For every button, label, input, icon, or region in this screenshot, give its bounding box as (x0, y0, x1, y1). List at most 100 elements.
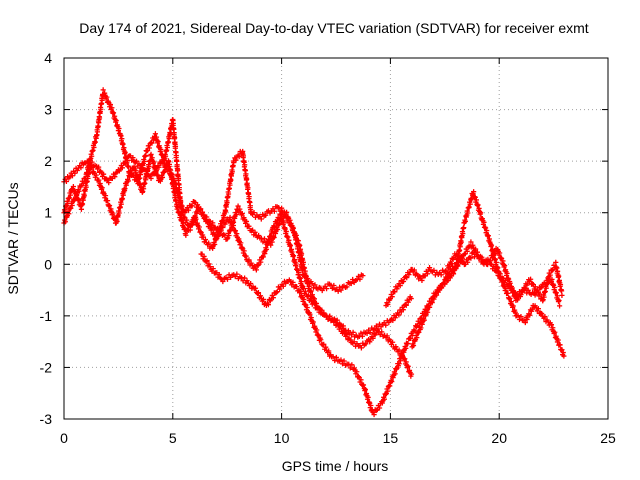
data-point (424, 309, 431, 315)
data-point (358, 345, 364, 351)
data-point (166, 166, 172, 172)
data-point (251, 210, 257, 216)
data-point (106, 180, 112, 186)
data-point (464, 248, 470, 254)
data-point (243, 253, 249, 259)
data-point (344, 284, 350, 290)
data-point (116, 125, 122, 132)
data-point (349, 362, 355, 368)
data-point (308, 315, 314, 321)
data-point (518, 313, 524, 320)
data-point (246, 194, 252, 200)
data-point (152, 131, 158, 137)
data-point (338, 357, 344, 363)
data-point (438, 272, 444, 278)
data-point (405, 299, 411, 305)
data-point (297, 242, 303, 248)
data-point (87, 162, 94, 168)
data-point (305, 281, 311, 287)
data-point (303, 273, 309, 279)
data-point (444, 276, 450, 282)
data-point (541, 294, 547, 300)
data-point (556, 297, 562, 304)
data-point (155, 138, 161, 145)
data-point (83, 184, 89, 190)
data-point (272, 230, 279, 237)
data-point (448, 268, 454, 274)
data-point (122, 185, 128, 192)
y-tick-label: 4 (44, 50, 52, 66)
data-point (174, 201, 180, 207)
data-point (532, 284, 538, 290)
series-trace-1 (61, 87, 366, 294)
data-point (100, 87, 106, 93)
data-point (508, 283, 514, 290)
data-point (412, 328, 418, 334)
data-point (488, 242, 495, 248)
y-tick-label: -2 (40, 359, 53, 375)
data-point (503, 285, 509, 292)
data-point (408, 371, 415, 377)
data-point (499, 278, 506, 284)
data-point (350, 329, 356, 335)
y-tick-label: 3 (44, 102, 52, 118)
data-point (505, 290, 511, 296)
data-point (84, 178, 90, 184)
data-point (338, 322, 344, 328)
data-point (125, 178, 131, 184)
data-point (460, 231, 466, 237)
data-point (529, 281, 536, 287)
data-point (212, 224, 218, 231)
data-point (148, 151, 154, 157)
data-point (102, 193, 109, 199)
data-point (169, 171, 175, 177)
data-point (119, 196, 126, 202)
data-point (302, 301, 308, 307)
data-point (257, 293, 264, 299)
data-point (510, 303, 516, 309)
series-trace-2 (61, 151, 415, 379)
data-point (554, 265, 560, 271)
data-point (468, 239, 474, 245)
data-point (210, 245, 216, 251)
data-point (487, 258, 494, 264)
data-point (421, 317, 427, 323)
data-point (293, 261, 299, 267)
data-point (103, 176, 110, 182)
data-point (542, 288, 548, 295)
data-point (555, 337, 561, 343)
data-point (438, 285, 445, 291)
data-point (295, 238, 301, 244)
data-point (355, 273, 362, 279)
data-point (252, 285, 259, 291)
x-tick-label: 15 (383, 430, 399, 446)
data-point (290, 224, 296, 231)
data-point (119, 165, 125, 171)
data-point (277, 286, 283, 292)
data-point (138, 162, 144, 169)
data-point (288, 220, 294, 226)
data-point (318, 337, 324, 343)
data-point (220, 278, 226, 285)
data-point (125, 164, 132, 170)
data-point (229, 169, 235, 175)
data-point (244, 278, 250, 284)
data-point (478, 210, 484, 216)
data-point (341, 358, 347, 364)
data-point (285, 234, 291, 240)
data-point (281, 220, 287, 226)
data-point (293, 284, 300, 290)
data-point (549, 267, 555, 274)
data-point (481, 219, 487, 225)
data-point (297, 275, 303, 281)
data-point (542, 313, 548, 320)
grid (64, 58, 608, 419)
data-point (429, 300, 435, 306)
data-point (426, 265, 433, 271)
data-point (117, 204, 123, 210)
data-point (175, 189, 181, 195)
data-point (360, 273, 366, 279)
data-point (150, 170, 156, 176)
data-point (466, 204, 472, 210)
